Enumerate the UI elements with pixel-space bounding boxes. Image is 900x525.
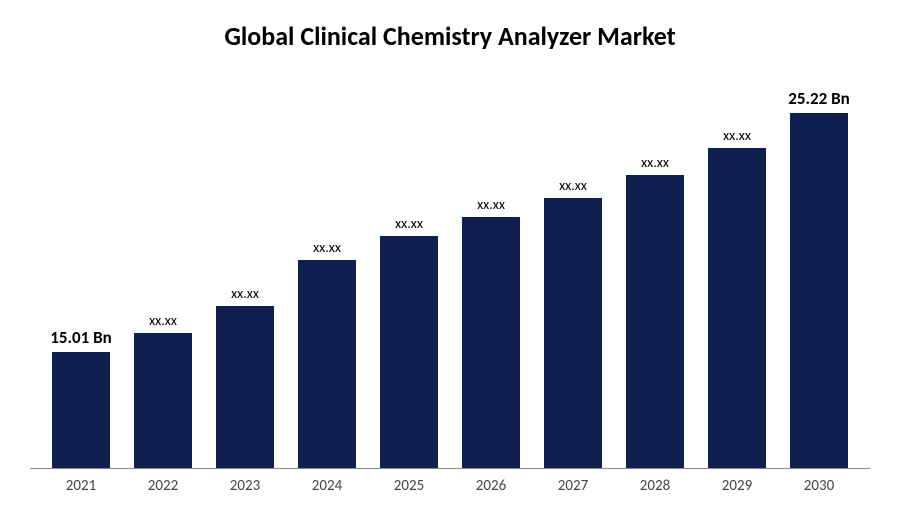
x-axis-label: 2026 (450, 477, 532, 495)
bar (216, 306, 274, 468)
x-axis-label: 2022 (122, 477, 204, 495)
bar-value-label: xx.xx (477, 196, 505, 213)
x-axis-label: 2024 (286, 477, 368, 495)
x-axis-label: 2021 (40, 477, 122, 495)
bar-group: xx.xx (696, 82, 778, 468)
bar (544, 198, 602, 468)
bar (462, 217, 520, 468)
bar (380, 236, 438, 468)
bar-value-label: 15.01 Bn (50, 327, 112, 348)
bar-group: xx.xx (614, 82, 696, 468)
bar (708, 148, 766, 468)
x-axis-label: 2025 (368, 477, 450, 495)
bar-value-label: xx.xx (149, 312, 177, 329)
bar-group: xx.xx (122, 82, 204, 468)
bar (134, 333, 192, 468)
bar-group: xx.xx (450, 82, 532, 468)
bar-value-label: 25.22 Bn (788, 88, 850, 109)
bar (790, 113, 848, 468)
bar-value-label: xx.xx (231, 285, 259, 302)
x-axis-label: 2030 (778, 477, 860, 495)
bar-group: xx.xx (204, 82, 286, 468)
x-axis-label: 2023 (204, 477, 286, 495)
chart-plot-area: 15.01 Bn xx.xx xx.xx xx.xx xx.xx xx.xx xx.xx xx… (30, 82, 870, 469)
bar-value-label: xx.xx (723, 127, 751, 144)
bars-wrapper: 15.01 Bn xx.xx xx.xx xx.xx xx.xx xx.xx xx.xx xx… (30, 82, 870, 468)
x-axis-label: 2028 (614, 477, 696, 495)
bar (298, 260, 356, 468)
bar-value-label: xx.xx (395, 215, 423, 232)
bar-group: xx.xx (286, 82, 368, 468)
x-axis-label: 2029 (696, 477, 778, 495)
bar-group: 15.01 Bn (40, 82, 122, 468)
bar-group: 25.22 Bn (778, 82, 860, 468)
chart-container: Global Clinical Chemistry Analyzer Marke… (0, 0, 900, 525)
bar-group: xx.xx (368, 82, 450, 468)
bar (52, 352, 110, 468)
x-axis-label: 2027 (532, 477, 614, 495)
bar-group: xx.xx (532, 82, 614, 468)
chart-title: Global Clinical Chemistry Analyzer Marke… (30, 20, 870, 52)
x-axis: 2021202220232024202520262027202820292030 (30, 469, 870, 495)
bar-value-label: xx.xx (559, 177, 587, 194)
bar-value-label: xx.xx (313, 239, 341, 256)
bar-value-label: xx.xx (641, 154, 669, 171)
bar (626, 175, 684, 468)
